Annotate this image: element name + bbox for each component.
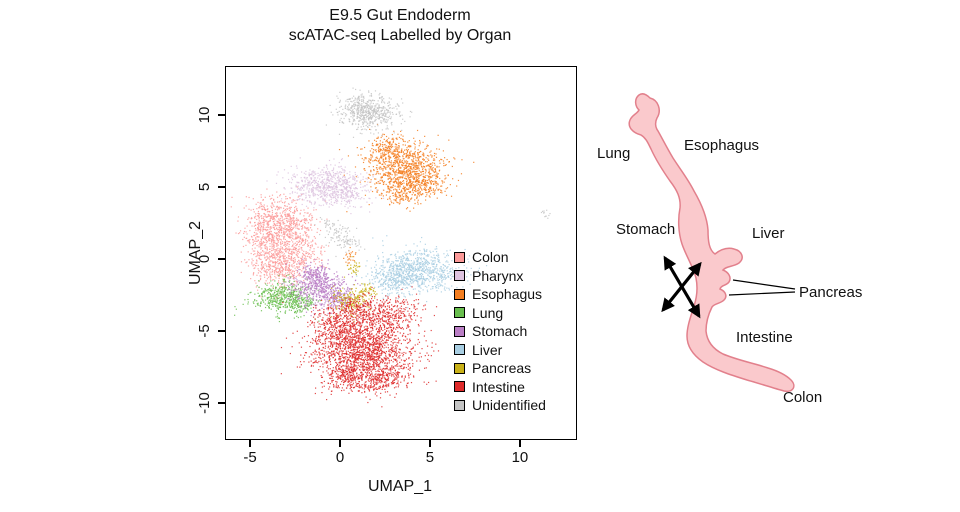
legend-item-pharynx: Pharynx xyxy=(454,267,546,286)
y-tick-mark xyxy=(218,258,225,260)
legend-swatch xyxy=(454,399,465,411)
gut-shape xyxy=(628,93,795,393)
legend-swatch xyxy=(454,251,465,263)
legend-swatch xyxy=(454,362,465,374)
plot-area: Colon Pharynx Esophagus Lung Stomach Liver Pan… xyxy=(225,66,577,440)
x-tick-label: 5 xyxy=(425,449,435,466)
diagram-label-lung: Lung xyxy=(597,145,631,162)
diagram-label-liver: Liver xyxy=(752,225,785,242)
legend-item-colon: Colon xyxy=(454,248,546,267)
legend-label: Pancreas xyxy=(472,360,532,377)
legend-swatch xyxy=(454,288,465,300)
y-tick-mark xyxy=(218,402,225,404)
legend-item-liver: Liver xyxy=(454,341,546,360)
diagram-label-colon: Colon xyxy=(783,389,823,406)
x-tick-mark xyxy=(249,439,251,447)
legend-label: Liver xyxy=(472,341,503,358)
legend-item-pancreas: Pancreas xyxy=(454,359,546,378)
legend-swatch xyxy=(454,325,465,337)
axis-arrows-icon xyxy=(661,255,702,319)
diagram-label-intestine: Intestine xyxy=(736,329,793,346)
pancreas-pointer-lines xyxy=(728,279,796,296)
figure-title: E9.5 Gut Endoderm scATAC-seq Labelled by… xyxy=(225,6,575,46)
y-tick-mark xyxy=(218,186,225,188)
figure-title-line1: E9.5 Gut Endoderm xyxy=(329,7,471,24)
x-tick-mark xyxy=(519,439,521,447)
legend-item-esophagus: Esophagus xyxy=(454,285,546,304)
legend-label: Colon xyxy=(472,249,509,266)
legend-item-intestine: Intestine xyxy=(454,378,546,397)
legend-label: Unidentified xyxy=(472,397,546,414)
x-tick-label: -5 xyxy=(243,449,257,466)
x-tick-label: 10 xyxy=(511,449,529,466)
legend-label: Lung xyxy=(472,304,504,321)
legend-swatch xyxy=(454,307,465,319)
diagram-label-esophagus: Esophagus xyxy=(684,137,760,154)
figure-title-line2: scATAC-seq Labelled by Organ xyxy=(288,27,512,44)
x-tick-mark xyxy=(339,439,341,447)
legend-swatch xyxy=(454,344,465,356)
legend-label: Pharynx xyxy=(472,267,524,284)
x-axis-label: UMAP_1 xyxy=(367,478,433,495)
x-tick-label: 0 xyxy=(335,449,345,466)
pancreas-pointer-line xyxy=(732,279,796,290)
legend-swatch xyxy=(454,270,465,282)
diagram-label-stomach: Stomach xyxy=(616,221,676,238)
legend-item-stomach: Stomach xyxy=(454,322,546,341)
legend-label: Stomach xyxy=(472,323,528,340)
pancreas-pointer-line xyxy=(728,291,796,296)
y-tick-mark xyxy=(218,330,225,332)
legend: Colon Pharynx Esophagus Lung Stomach Liver Pan… xyxy=(454,248,546,415)
umap-scatter-canvas xyxy=(226,67,576,439)
legend-label: Intestine xyxy=(472,378,525,395)
legend-swatch xyxy=(454,381,465,393)
x-tick-mark xyxy=(429,439,431,447)
legend-item-unidentified: Unidentified xyxy=(454,396,546,415)
legend-label: Esophagus xyxy=(472,286,543,303)
y-tick-mark xyxy=(218,114,225,116)
legend-item-lung: Lung xyxy=(454,304,546,323)
diagram-label-pancreas: Pancreas xyxy=(799,284,863,301)
